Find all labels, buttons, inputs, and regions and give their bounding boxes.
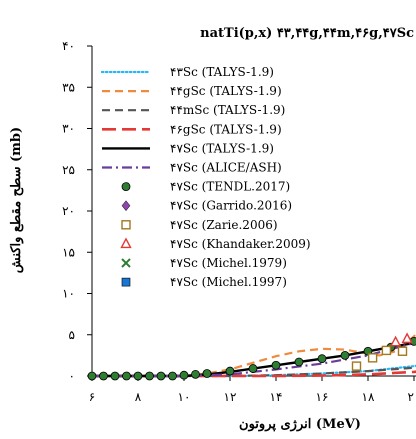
series-9-point — [389, 335, 402, 347]
y-tick-label: ۱۰ — [62, 287, 75, 301]
series-6-point — [87, 371, 97, 381]
legend-label: ۴۷Sc (Michel.1979) — [170, 256, 287, 270]
legend-item: ۴۷Sc (Khandaker.2009) — [120, 237, 311, 251]
series-6-point — [340, 350, 350, 360]
legend-item: ۴۷Sc (Michel.1997) — [121, 275, 287, 289]
y-tick-label: ۰ — [69, 369, 75, 383]
legend-item: ۴۴mSc (TALYS-1.9) — [102, 103, 285, 117]
series-9-point — [401, 332, 413, 344]
series-8-point — [381, 345, 392, 356]
legend-label: ۴۷Sc (TALYS-1.9) — [170, 141, 274, 155]
series-6-point — [191, 369, 200, 379]
y-tick-label: ۲۰ — [62, 204, 75, 218]
legend-swatch — [121, 220, 131, 230]
series-6-point — [133, 371, 143, 381]
y-tick-label: ۵ — [69, 328, 75, 342]
series-6-point — [202, 369, 212, 378]
legend-label: ۴۳Sc (TALYS-1.9) — [170, 65, 274, 79]
x-tick-label: ۲۰ — [408, 390, 416, 404]
series-6-point — [225, 366, 235, 376]
y-tick-label: ۲۵ — [62, 163, 75, 177]
y-axis: ۰ ۵ ۱۰ ۱۵ ۲۰ ۲۵ ۳۰ ۳۵ ۴۰ — [62, 39, 93, 383]
legend-label: ۴۷Sc (Khandaker.2009) — [170, 237, 311, 251]
x-axis-label: انرژی پروتون (MeV) — [239, 417, 361, 432]
legend-item: ۴۷Sc (TALYS-1.9) — [102, 141, 274, 155]
series-6-point — [99, 371, 108, 381]
x-tick-label: ۱۰ — [178, 390, 191, 404]
legend-item: ۴۷Sc (Garrido.2016) — [121, 199, 292, 213]
series-layer — [87, 332, 416, 381]
legend-swatch — [120, 237, 132, 249]
legend-item: ۴۷Sc (Michel.1979) — [121, 256, 287, 270]
legend-label: ۴۷Sc (Garrido.2016) — [170, 199, 292, 213]
legend: ۴۳Sc (TALYS-1.9) ۴۴gSc (TALYS-1.9) ۴۴mSc (… — [100, 65, 311, 289]
series-6-point — [271, 360, 281, 370]
x-tick-label: ۱۲ — [224, 390, 237, 404]
legend-item: ۴۷Sc (ALICE/ASH) — [102, 161, 282, 175]
series-6-point — [168, 371, 177, 381]
series-6-point — [294, 357, 304, 367]
legend-label: ۴۷Sc (TENDL.2017) — [170, 180, 290, 194]
series-8-point — [397, 346, 408, 356]
legend-swatch — [121, 277, 131, 287]
series-3-line — [92, 370, 416, 378]
legend-swatch — [121, 200, 131, 212]
series-6-point — [156, 371, 166, 381]
x-tick-label: ۱۶ — [316, 390, 329, 404]
y-tick-label: ۴۰ — [62, 39, 75, 53]
y-axis-label: سطح مقطع واکنش (mb) — [9, 127, 24, 273]
series-2-line — [92, 366, 416, 378]
legend-label: ۴۷Sc (ALICE/ASH) — [170, 161, 282, 175]
x-tick-label: ۱۴ — [270, 390, 283, 404]
y-tick-label: ۳۰ — [62, 122, 75, 136]
series-8-point — [367, 353, 378, 363]
legend-swatch — [121, 182, 131, 192]
series-6-point — [179, 370, 189, 380]
series-6-point — [145, 371, 154, 381]
series-5-line — [92, 341, 416, 378]
chart-title: natTi(p,x) ۴۳,۴۴g,۴۴m,۴۶g,۴۷Sc — [200, 26, 414, 41]
legend-label: ۴۶gSc (TALYS-1.9) — [170, 122, 282, 136]
series-6-point — [122, 371, 131, 381]
x-tick-label: ۱۸ — [362, 390, 375, 404]
legend-label: ۴۴gSc (TALYS-1.9) — [170, 84, 282, 98]
x-tick-label: ۶ — [89, 390, 95, 404]
legend-label: ۴۷Sc (Michel.1997) — [170, 275, 287, 289]
legend-item: ۴۴gSc (TALYS-1.9) — [102, 84, 282, 98]
series-6-point — [317, 354, 327, 364]
legend-item: ۴۳Sc (TALYS-1.9) — [100, 65, 274, 79]
legend-item: ۴۷Sc (Zarie.2006) — [121, 218, 278, 232]
series-6-point — [248, 364, 258, 373]
y-tick-label: ۳۵ — [62, 80, 75, 94]
x-tick-label: ۸ — [135, 390, 142, 404]
series-8-point — [351, 361, 362, 371]
legend-label: ۴۷Sc (Zarie.2006) — [170, 218, 278, 232]
legend-label: ۴۴mSc (TALYS-1.9) — [170, 103, 285, 117]
series-6-point — [110, 371, 120, 381]
legend-swatch — [121, 258, 131, 268]
legend-item: ۴۶gSc (TALYS-1.9) — [102, 122, 282, 136]
y-tick-label: ۱۵ — [62, 245, 75, 259]
legend-item: ۴۷Sc (TENDL.2017) — [121, 180, 290, 194]
